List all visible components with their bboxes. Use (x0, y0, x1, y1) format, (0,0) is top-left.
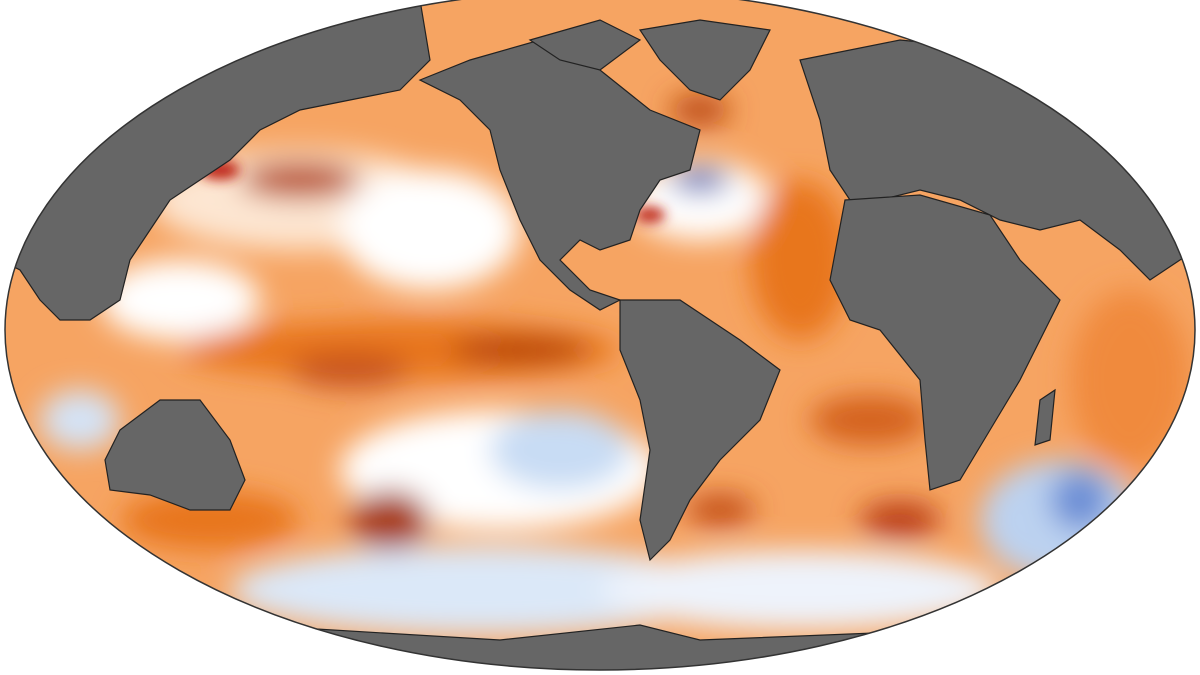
australia (104, 399, 246, 511)
south-america (619, 299, 781, 562)
north-america (418, 39, 701, 311)
greenland (638, 19, 771, 101)
arctic-islands (528, 19, 642, 71)
africa (829, 194, 1061, 491)
globe-outline (4, 0, 1196, 671)
madagascar (1034, 388, 1056, 446)
